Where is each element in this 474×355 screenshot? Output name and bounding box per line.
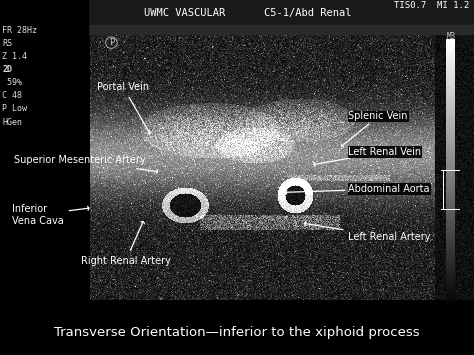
Bar [0, 0, 88, 355]
Text: Splenic Vein: Splenic Vein [341, 111, 408, 147]
Text: Superior Mesenteric Artery: Superior Mesenteric Artery [14, 155, 158, 174]
Text: 59%: 59% [2, 78, 22, 87]
Text: HGen: HGen [2, 118, 22, 127]
Text: Transverse Orientation—inferior to the xiphoid process: Transverse Orientation—inferior to the x… [54, 326, 420, 339]
Text: C 48: C 48 [2, 91, 22, 100]
Text: 2D: 2D [2, 65, 12, 74]
Bar [2, 318, 471, 351]
Bar [0, 0, 88, 34]
Text: C5-1/Abd Renal: C5-1/Abd Renal [264, 9, 352, 18]
Text: Right Renal Artery: Right Renal Artery [81, 222, 171, 266]
Bar [2, 318, 471, 351]
Text: Z 1.4: Z 1.4 [2, 52, 27, 61]
Text: P: P [109, 38, 114, 47]
Text: Left Renal Vein: Left Renal Vein [314, 147, 421, 166]
Text: FR 28Hz: FR 28Hz [2, 26, 37, 35]
Text: Inferior
Vena Cava: Inferior Vena Cava [12, 204, 89, 225]
Text: RS: RS [2, 39, 12, 48]
Bar [0, 0, 474, 25]
Text: P Low: P Low [2, 104, 27, 114]
Text: Portal Vein: Portal Vein [97, 82, 151, 133]
Text: UWMC VASCULAR: UWMC VASCULAR [144, 9, 226, 18]
Text: TIS0.7  MI 1.2: TIS0.7 MI 1.2 [394, 1, 469, 10]
Bar [0, 25, 474, 34]
Text: Left Renal Artery: Left Renal Artery [304, 222, 431, 242]
Text: Abdominal Aorta: Abdominal Aorta [285, 184, 430, 194]
Text: M3: M3 [447, 32, 456, 41]
